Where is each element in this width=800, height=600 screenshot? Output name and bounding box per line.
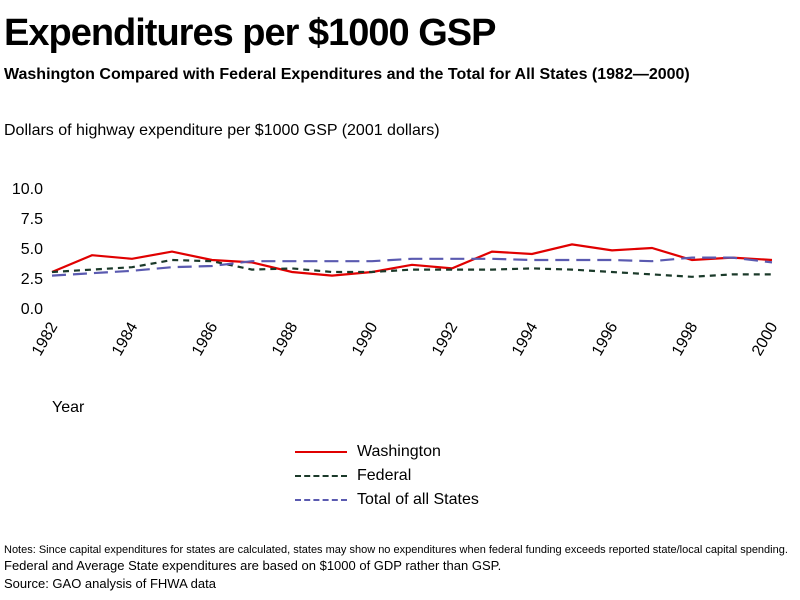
note-capital-expenditures: Notes: Since capital expenditures for st… bbox=[4, 544, 788, 556]
x-tick-label: 1986 bbox=[189, 319, 222, 358]
x-tick-label: 1984 bbox=[109, 319, 142, 358]
note-gdp-basis: Federal and Average State expenditures a… bbox=[4, 558, 502, 573]
x-tick-label: 1996 bbox=[589, 319, 622, 358]
x-tick-label: 1982 bbox=[29, 319, 62, 358]
y-tick-label: 5.0 bbox=[21, 241, 43, 258]
x-tick-label: 2000 bbox=[749, 319, 782, 358]
y-tick-label: 10.0 bbox=[12, 181, 43, 198]
series-line-washington bbox=[51, 243, 773, 277]
y-tick-label: 7.5 bbox=[21, 211, 43, 228]
page-title: Expenditures per $1000 GSP bbox=[4, 12, 496, 54]
chart-subtitle: Washington Compared with Federal Expendi… bbox=[4, 66, 690, 83]
x-tick-label: 1998 bbox=[669, 319, 702, 358]
legend-item-federal: Federal bbox=[295, 464, 479, 488]
legend-label-washington: Washington bbox=[357, 443, 441, 460]
y-axis-label: Dollars of highway expenditure per $1000… bbox=[4, 122, 440, 139]
source-note: Source: GAO analysis of FHWA data bbox=[4, 576, 216, 591]
series-line-total-of-all-states bbox=[51, 256, 773, 277]
legend-swatch-federal bbox=[295, 475, 347, 477]
legend-item-total-states: Total of all States bbox=[295, 488, 479, 512]
footnotes: Notes: Since capital expenditures for st… bbox=[4, 543, 800, 593]
y-tick-label: 2.5 bbox=[21, 271, 43, 288]
x-axis-label: Year bbox=[52, 399, 85, 416]
legend-item-washington: Washington bbox=[295, 440, 479, 464]
legend-label-federal: Federal bbox=[357, 467, 412, 484]
x-tick-label: 1992 bbox=[429, 319, 462, 358]
x-tick-label: 1990 bbox=[349, 319, 382, 358]
x-tick-label: 1994 bbox=[509, 319, 542, 358]
y-tick-label: 0.0 bbox=[21, 301, 43, 318]
chart-legend: Washington Federal Total of all States bbox=[295, 440, 479, 512]
legend-swatch-total-states bbox=[295, 499, 347, 501]
x-tick-label: 1988 bbox=[269, 319, 302, 358]
legend-swatch-washington bbox=[295, 451, 347, 453]
legend-label-total-states: Total of all States bbox=[357, 491, 479, 508]
